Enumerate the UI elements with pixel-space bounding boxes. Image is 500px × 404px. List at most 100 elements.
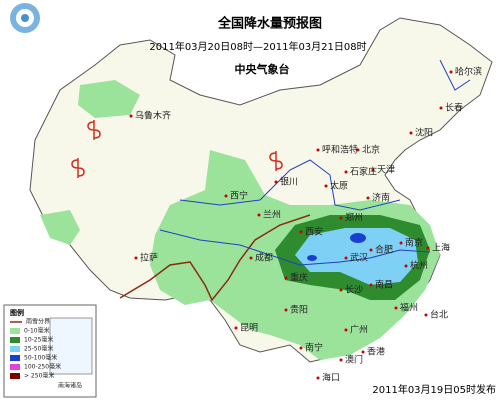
city-label: 西宁 bbox=[230, 190, 248, 202]
city-label: 昆明 bbox=[240, 323, 258, 334]
city-label: 重庆 bbox=[290, 272, 308, 284]
city-dot bbox=[404, 264, 408, 268]
city-dot bbox=[257, 213, 261, 217]
legend-swatch bbox=[10, 346, 20, 352]
issuer: 中央气象台 bbox=[235, 62, 290, 76]
city-dot bbox=[234, 326, 238, 330]
city-dot bbox=[324, 184, 328, 188]
city-label: 南宁 bbox=[305, 342, 323, 354]
city-label: 广州 bbox=[350, 324, 368, 336]
city-label: 呼和浩特 bbox=[322, 144, 358, 156]
legend: 图例 雨雪分界线 南海诸岛 0-10毫米10-25毫米25-50毫米50-100… bbox=[3, 304, 97, 398]
city-label: 海口 bbox=[322, 372, 340, 384]
city-label: 南京 bbox=[405, 237, 423, 249]
city-dot bbox=[316, 376, 320, 380]
city-label: 天津 bbox=[377, 165, 395, 176]
city-label: 兰州 bbox=[263, 209, 281, 221]
city-label: 武汉 bbox=[350, 252, 368, 264]
city-label: 贵阳 bbox=[290, 304, 308, 316]
legend-title: 图例 bbox=[10, 308, 24, 317]
city-dot bbox=[274, 180, 278, 184]
city-label: 银川 bbox=[280, 176, 298, 188]
city-label: 合肥 bbox=[375, 244, 393, 256]
rain-storm bbox=[350, 233, 366, 243]
legend-label: 100-250毫米 bbox=[24, 363, 61, 371]
city-label: 郑州 bbox=[345, 212, 363, 224]
city-dot bbox=[449, 70, 453, 74]
city-label: 乌鲁木齐 bbox=[135, 110, 171, 122]
city-dot bbox=[439, 106, 443, 110]
city-label: 成都 bbox=[255, 252, 273, 264]
city-label: 拉萨 bbox=[140, 252, 158, 264]
legend-swatch bbox=[10, 328, 20, 334]
legend-swatch bbox=[10, 373, 20, 379]
title: 全国降水量预报图 bbox=[217, 16, 322, 32]
city-dot bbox=[339, 358, 343, 362]
city-dot bbox=[344, 328, 348, 332]
city-dot bbox=[409, 131, 413, 135]
inset-map bbox=[49, 317, 93, 375]
city-label: 上海 bbox=[432, 242, 450, 254]
city-dot bbox=[371, 168, 375, 172]
city-dot bbox=[134, 256, 138, 260]
city-dot bbox=[339, 216, 343, 220]
subtitle: 2011年03月20日08时—2011年03月21日08时 bbox=[149, 40, 366, 53]
city-label: 澳门 bbox=[345, 354, 363, 366]
city-label: 哈尔滨 bbox=[455, 66, 482, 78]
city-dot bbox=[399, 241, 403, 245]
city-label: 沈阳 bbox=[415, 127, 433, 139]
legend-label: > 250毫米 bbox=[24, 372, 54, 380]
rain-light-west bbox=[40, 210, 80, 245]
city-dot bbox=[299, 230, 303, 234]
city-dot bbox=[284, 276, 288, 280]
city-label: 济南 bbox=[372, 192, 390, 204]
city-dot bbox=[224, 194, 228, 198]
inset-label: 南海诸岛 bbox=[58, 382, 82, 390]
city-dot bbox=[356, 148, 360, 152]
city-dot bbox=[129, 114, 133, 118]
city-dot bbox=[394, 306, 398, 310]
city-dot bbox=[369, 248, 373, 252]
city-label: 长春 bbox=[445, 102, 463, 114]
city-dot bbox=[369, 283, 373, 287]
city-dot bbox=[284, 308, 288, 312]
city-dot bbox=[426, 246, 430, 250]
rain-heavy bbox=[295, 228, 418, 285]
legend-swatch bbox=[10, 364, 20, 370]
city-label: 台北 bbox=[430, 309, 448, 321]
city-dot bbox=[299, 346, 303, 350]
legend-label: 25-50毫米 bbox=[24, 345, 53, 353]
city-label: 杭州 bbox=[410, 260, 428, 272]
city-dot bbox=[249, 256, 253, 260]
city-dot bbox=[344, 256, 348, 260]
city-label: 太原 bbox=[330, 180, 348, 192]
city-label: 福州 bbox=[400, 302, 418, 314]
legend-swatch bbox=[10, 355, 20, 361]
legend-swatch bbox=[10, 337, 20, 343]
rain-storm bbox=[307, 255, 317, 261]
city-dot bbox=[316, 148, 320, 152]
legend-label: 50-100毫米 bbox=[24, 354, 57, 362]
city-dot bbox=[361, 350, 365, 354]
rain-light-north bbox=[78, 80, 140, 118]
city-dot bbox=[339, 288, 343, 292]
city-label: 石家庄 bbox=[350, 166, 377, 178]
sand-icons bbox=[71, 120, 283, 178]
city-label: 长沙 bbox=[345, 284, 363, 296]
city-label: 北京 bbox=[362, 144, 380, 156]
issue-time: 2011年03月19日05时发布 bbox=[372, 383, 496, 396]
rain-snow-boundary bbox=[119, 214, 311, 302]
city-dot bbox=[424, 313, 428, 317]
city-dot bbox=[344, 170, 348, 174]
city-dot bbox=[366, 196, 370, 200]
legend-label: 0-10毫米 bbox=[24, 327, 50, 335]
legend-label: 10-25毫米 bbox=[24, 336, 53, 344]
city-label: 南昌 bbox=[375, 279, 393, 291]
city-label: 西安 bbox=[305, 226, 323, 238]
logo bbox=[10, 3, 40, 33]
city-label: 香港 bbox=[367, 346, 385, 358]
legend-boundary-label: 雨雪分界线 bbox=[26, 318, 56, 326]
river bbox=[159, 59, 471, 266]
